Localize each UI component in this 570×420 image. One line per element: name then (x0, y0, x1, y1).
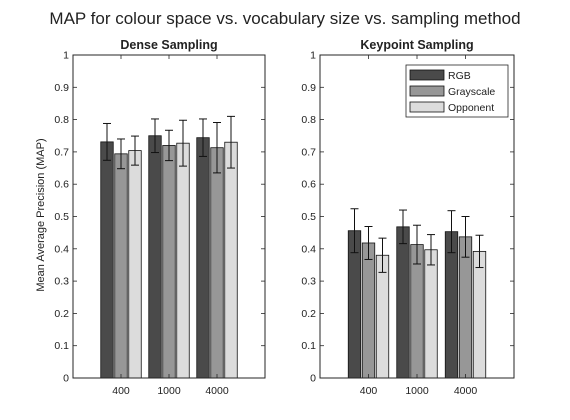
y-tick-label: 0.8 (54, 114, 69, 126)
y-tick-label: 0.1 (54, 340, 69, 352)
y-tick-label: 1 (310, 50, 316, 62)
bar-rgb-400 (100, 141, 114, 379)
x-tick-label: 1000 (405, 385, 429, 397)
bar-rgb-4000 (196, 137, 210, 379)
bar-grayscale-400 (114, 153, 128, 379)
dense-sampling-panel: Dense Sampling 0 0.1 0.2 0.3 0.4 0.5 0.6 0.7 0.8 0… (54, 38, 266, 397)
bar-rgb-1000 (396, 226, 410, 379)
y-tick-label: 0.3 (54, 276, 69, 288)
y-tick-label: 0.8 (301, 114, 316, 126)
legend-label-opponent: Opponent (448, 102, 494, 114)
x-tick-label: 400 (360, 385, 378, 397)
bar-grayscale-400 (361, 242, 376, 379)
legend-swatch-rgb (409, 69, 445, 81)
y-tick-label: 0.7 (301, 146, 316, 158)
x-tick-label: 400 (112, 385, 130, 397)
x-tick-label: 1000 (157, 385, 181, 397)
panel-title: Dense Sampling (120, 38, 217, 52)
bar-grayscale-4000 (458, 236, 473, 379)
bar-grayscale-1000 (410, 244, 424, 379)
y-tick-label: 0.3 (301, 276, 316, 288)
bar-rgb-4000 (444, 231, 459, 379)
y-tick-label: 0.4 (301, 243, 316, 255)
y-tick-label: 0.2 (301, 308, 316, 320)
y-tick-label: 0.1 (301, 340, 316, 352)
bar-opponent-1000 (424, 249, 438, 379)
legend: RGB Grayscale Opponent (405, 64, 509, 118)
bar-opponent-400 (375, 254, 390, 379)
x-tick-label: 4000 (205, 385, 229, 397)
bar-rgb-1000 (148, 135, 162, 379)
keypoint-sampling-panel: Keypoint Sampling 0 0.1 0.2 0.3 0.4 0.5 0.6 0.7 0… (301, 38, 515, 397)
y-tick-label: 0.7 (54, 146, 69, 158)
axes-frame (319, 54, 515, 379)
y-tick-label: 0.9 (54, 82, 69, 94)
panel-title: Keypoint Sampling (360, 38, 473, 52)
y-axis-label: Mean Average Precision (MAP) (35, 138, 47, 291)
figure-title: MAP for colour space vs. vocabulary size… (49, 9, 520, 28)
y-tick-label: 1 (63, 50, 69, 62)
bar-opponent-1000 (176, 142, 190, 379)
y-tick-label: 0.2 (54, 308, 69, 320)
legend-swatch-grayscale (409, 85, 445, 97)
legend-label-rgb: RGB (448, 70, 471, 82)
y-tick-label: 0.5 (54, 211, 69, 223)
bar-opponent-400 (128, 150, 142, 379)
y-tick-label: 0.4 (54, 243, 69, 255)
x-tick-label: 4000 (454, 385, 478, 397)
bar-opponent-4000 (472, 250, 487, 379)
legend-label-grayscale: Grayscale (448, 86, 495, 98)
y-tick-label: 0.6 (54, 179, 69, 191)
bar-opponent-4000 (224, 141, 238, 379)
bar-grayscale-4000 (210, 147, 224, 379)
bar-grayscale-1000 (162, 145, 176, 379)
y-tick-label: 0.5 (301, 211, 316, 223)
y-tick-label: 0 (310, 373, 316, 385)
y-tick-label: 0.9 (301, 82, 316, 94)
axes-frame (72, 54, 266, 379)
y-tick-label: 0.6 (301, 179, 316, 191)
legend-swatch-opponent (409, 101, 445, 113)
y-tick-label: 0 (63, 373, 69, 385)
